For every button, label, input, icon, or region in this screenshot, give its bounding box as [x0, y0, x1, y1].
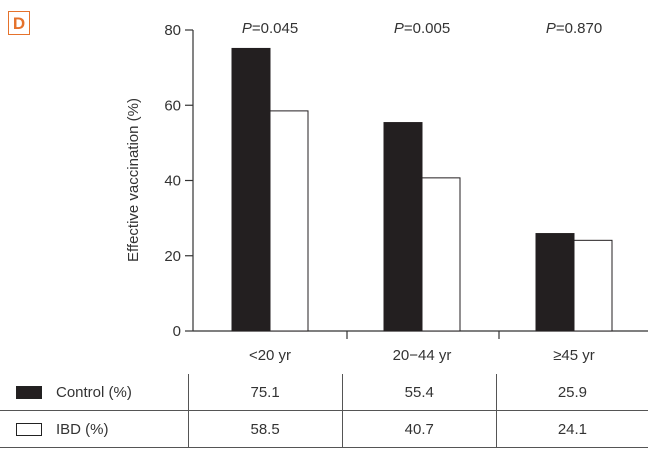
x-category-label: ≥45 yr [553, 347, 595, 364]
p-value-label: P=0.005 [394, 20, 450, 37]
y-tick-label: 60 [164, 97, 181, 114]
table-cell: 55.4 [341, 374, 497, 411]
y-axis-label: Effective vaccination (%) [125, 98, 142, 262]
legend-ibd-label: IBD (%) [56, 420, 109, 438]
table-cell: 58.5 [187, 410, 343, 448]
bar-ibd [573, 239, 613, 332]
y-tick-label: 0 [173, 323, 181, 340]
bar-ibd [269, 110, 309, 332]
y-tick-label: 40 [164, 173, 181, 190]
bar-ibd [421, 177, 461, 332]
table-cell: 75.1 [187, 374, 343, 411]
bars-group [231, 47, 613, 332]
y-tick-label: 80 [164, 22, 181, 39]
table-cell: 25.9 [495, 374, 648, 411]
ibd-swatch [16, 423, 42, 437]
bar-control [231, 47, 271, 332]
bar-control [535, 233, 575, 332]
legend-control: Control (%) [0, 374, 189, 411]
table-row-control: Control (%) 75.1 55.4 25.9 [0, 374, 648, 411]
legend-control-label: Control (%) [56, 383, 132, 401]
x-category-label: <20 yr [249, 347, 291, 364]
p-value-label: P=0.045 [242, 20, 298, 37]
legend-ibd: IBD (%) [0, 410, 189, 448]
p-values: P=0.045 P=0.005 P=0.870 [242, 20, 602, 37]
bar-chart: Effective vaccination (%) 0 20 40 60 80 <20 … [125, 20, 648, 364]
data-table: Control (%) 75.1 55.4 25.9 IBD (%) 58.5 … [0, 374, 648, 448]
p-value-label: P=0.870 [546, 20, 602, 37]
table-cell: 24.1 [495, 410, 648, 448]
x-categories: <20 yr 20−44 yr ≥45 yr [249, 331, 595, 364]
panel-label: D [8, 11, 30, 35]
table-cell: 40.7 [341, 410, 497, 448]
x-category-label: 20−44 yr [393, 347, 452, 364]
control-swatch [16, 386, 42, 400]
y-tick-label: 20 [164, 248, 181, 265]
y-ticks: 0 20 40 60 80 [164, 22, 193, 340]
table-row-ibd: IBD (%) 58.5 40.7 24.1 [0, 410, 648, 448]
bar-control [383, 122, 423, 332]
